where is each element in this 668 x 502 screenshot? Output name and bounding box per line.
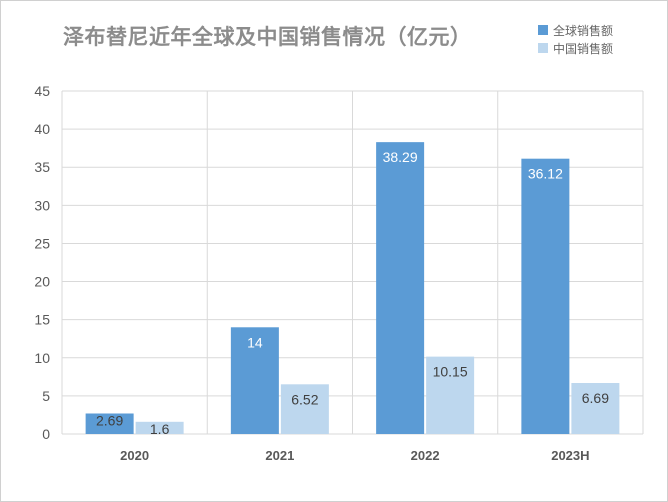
legend: 全球销售额 中国销售额	[538, 21, 613, 57]
data-label: 1.6	[150, 421, 170, 437]
y-tick-label: 10	[34, 350, 50, 366]
y-tick-label: 35	[34, 159, 50, 175]
x-tick-label: 2022	[411, 448, 440, 463]
legend-swatch-china	[538, 43, 548, 53]
bar-china	[426, 356, 475, 434]
bar-china	[135, 421, 184, 434]
data-label: 6.52	[291, 391, 318, 407]
y-tick-label: 30	[34, 197, 50, 213]
legend-label-global: 全球销售额	[553, 23, 614, 38]
y-tick-label: 5	[42, 388, 50, 404]
legend-item-china: 中国销售额	[538, 39, 613, 57]
y-tick-label: 20	[34, 274, 50, 290]
bar-china	[280, 384, 329, 434]
data-label: 2.69	[96, 412, 123, 428]
legend-swatch-global	[538, 25, 548, 35]
bar-global	[85, 413, 134, 434]
x-tick-label: 2020	[120, 448, 149, 463]
data-label: 10.15	[433, 364, 468, 380]
bar-global	[376, 142, 425, 434]
y-tick-label: 25	[34, 235, 50, 251]
data-label: 14	[247, 334, 263, 350]
chart-title: 泽布替尼近年全球及中国销售情况（亿元）	[63, 25, 472, 49]
data-label: 38.29	[383, 149, 418, 165]
y-tick-label: 0	[42, 426, 50, 442]
legend-item-global: 全球销售额	[538, 21, 613, 39]
bar-china	[571, 383, 620, 434]
data-label: 6.69	[582, 390, 609, 406]
y-tick-label: 15	[34, 312, 50, 328]
bar-global	[521, 158, 570, 434]
data-label: 36.12	[528, 166, 563, 182]
legend-label-china: 中国销售额	[553, 41, 614, 56]
bar-global	[230, 327, 279, 434]
x-tick-label: 2021	[265, 448, 294, 463]
y-tick-label: 45	[34, 83, 50, 99]
y-tick-label: 40	[34, 121, 50, 137]
x-tick-label: 2023H	[551, 448, 589, 463]
